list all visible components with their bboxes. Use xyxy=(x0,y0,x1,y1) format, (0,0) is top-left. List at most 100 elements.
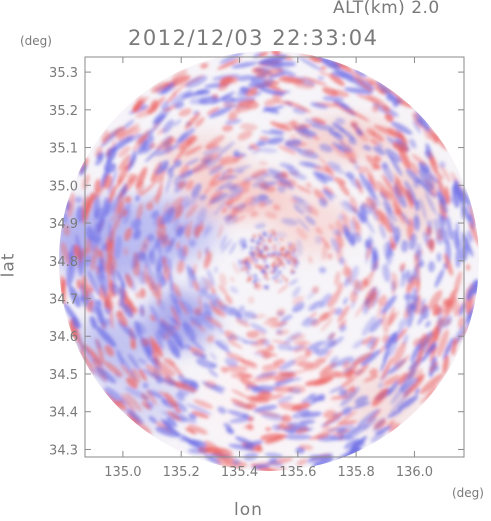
speckle xyxy=(293,340,308,346)
x-axis-title: lon xyxy=(234,500,263,520)
speckle xyxy=(246,395,262,402)
speckle xyxy=(135,103,160,119)
speckle xyxy=(140,307,145,316)
speckle xyxy=(191,162,209,174)
speckle xyxy=(314,235,323,245)
speckle xyxy=(144,146,163,163)
speckle xyxy=(281,217,299,226)
speckle xyxy=(192,280,200,292)
speckle xyxy=(225,215,239,225)
speckle xyxy=(188,239,197,248)
speckle xyxy=(184,89,208,98)
speckle xyxy=(142,382,149,389)
speckle xyxy=(279,359,296,371)
speckle xyxy=(373,163,380,170)
speckle xyxy=(108,221,113,245)
speckle xyxy=(250,211,259,217)
speckle xyxy=(254,78,275,89)
speckle xyxy=(247,146,255,150)
speckle xyxy=(297,361,315,368)
center-clutter xyxy=(278,257,283,263)
speckle xyxy=(286,100,312,113)
speckle xyxy=(175,381,197,393)
center-clutter xyxy=(254,259,258,263)
speckle xyxy=(171,317,178,326)
speckle xyxy=(226,188,244,200)
speckle xyxy=(83,343,95,366)
speckle xyxy=(165,173,173,194)
speckle xyxy=(295,427,309,434)
speckle xyxy=(271,51,281,56)
speckle xyxy=(328,129,339,137)
speckle xyxy=(327,427,345,432)
speckle xyxy=(103,361,124,378)
center-clutter xyxy=(279,252,285,257)
speckle xyxy=(247,416,254,422)
speckle xyxy=(208,369,219,378)
speckle xyxy=(336,282,344,295)
speckle xyxy=(168,271,174,292)
speckle xyxy=(138,368,147,382)
speckle xyxy=(155,360,176,377)
x-tick-label: 135.4 xyxy=(221,465,258,480)
speckle xyxy=(187,439,207,449)
speckle xyxy=(203,223,211,234)
speckle xyxy=(224,357,239,366)
speckle xyxy=(268,321,283,329)
speckle xyxy=(191,411,210,419)
center-clutter xyxy=(272,232,277,237)
speckle xyxy=(275,329,290,336)
speckle xyxy=(322,96,344,102)
speckle xyxy=(384,148,402,163)
speckle xyxy=(114,200,124,214)
center-clutter xyxy=(247,265,251,270)
speckle xyxy=(419,197,427,221)
speckle xyxy=(301,394,321,404)
speckle xyxy=(260,130,285,136)
speckle xyxy=(415,374,425,382)
speckle xyxy=(304,379,321,387)
speckle xyxy=(418,259,425,268)
speckle xyxy=(231,61,257,69)
speckle xyxy=(104,344,114,357)
center-clutter xyxy=(263,274,267,278)
speckle xyxy=(309,312,318,319)
speckle xyxy=(267,317,279,321)
speckle xyxy=(291,402,310,411)
speckle xyxy=(277,145,297,155)
speckle xyxy=(200,62,209,69)
speckle xyxy=(96,326,117,348)
speckle xyxy=(174,401,188,413)
speckle xyxy=(136,134,148,144)
speckle xyxy=(323,332,335,348)
speckle xyxy=(170,363,183,378)
speckle xyxy=(349,196,359,214)
speckle xyxy=(267,460,283,467)
speckle xyxy=(465,294,476,314)
speckle xyxy=(308,392,316,399)
speckle xyxy=(257,147,278,153)
speckle xyxy=(308,255,313,264)
speckle xyxy=(183,145,203,156)
speckle xyxy=(173,119,182,127)
speckle xyxy=(366,340,375,350)
speckle xyxy=(144,264,150,285)
speckle xyxy=(383,375,401,386)
speckle xyxy=(442,354,450,375)
speckle xyxy=(255,348,275,354)
speckle xyxy=(337,143,353,153)
plot-frame xyxy=(84,56,465,458)
center-clutter xyxy=(279,248,281,251)
speckle xyxy=(108,185,117,203)
speckle xyxy=(340,386,360,407)
speckle xyxy=(125,392,142,412)
center-clutter xyxy=(258,236,263,241)
speckle xyxy=(222,304,234,316)
speckle xyxy=(374,262,379,271)
speckle xyxy=(135,166,148,189)
speckle xyxy=(333,99,348,109)
center-clutter xyxy=(242,259,245,262)
speckle xyxy=(356,129,363,136)
speckle xyxy=(281,175,298,184)
speckle xyxy=(337,305,350,323)
